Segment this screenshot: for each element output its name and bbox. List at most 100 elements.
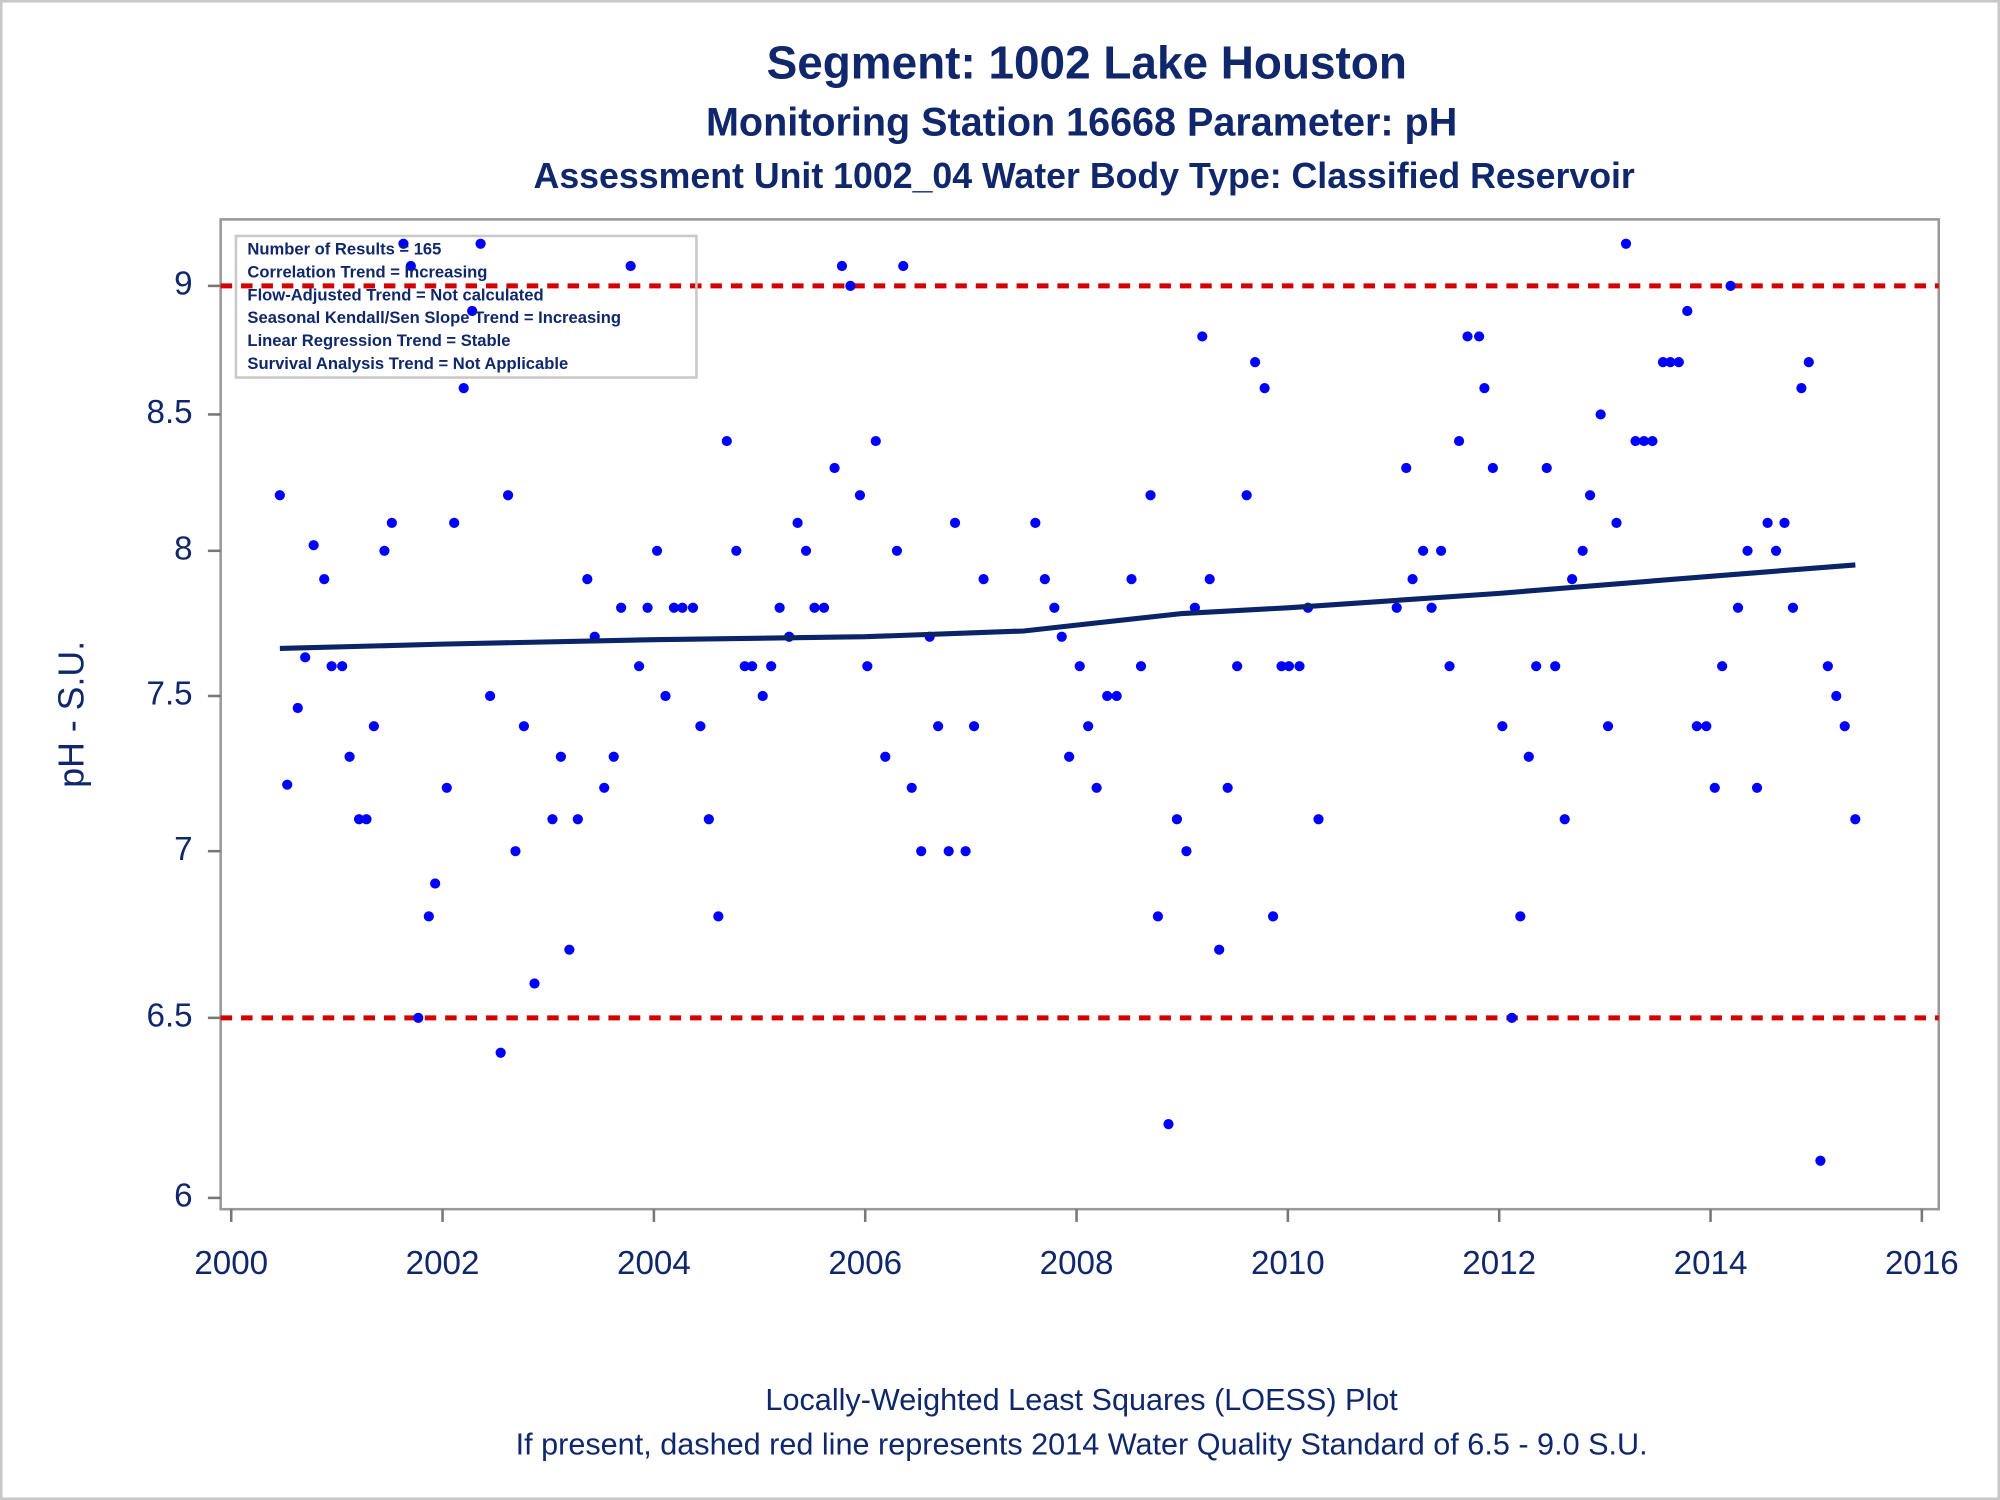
- data-point: [1787, 602, 1799, 613]
- data-point: [1497, 721, 1508, 732]
- data-point: [916, 846, 927, 857]
- data-point: [642, 602, 653, 613]
- data-point: [766, 661, 777, 672]
- data-point: [1056, 631, 1067, 642]
- data-point: [721, 435, 732, 447]
- data-point: [1567, 574, 1578, 585]
- annotation-text: Correlation Trend = Increasing: [247, 262, 487, 281]
- data-point: [792, 517, 803, 528]
- data-point: [1850, 814, 1861, 825]
- data-point: [337, 661, 348, 672]
- data-point: [1313, 814, 1324, 825]
- data-point: [1796, 383, 1807, 394]
- data-point: [1725, 280, 1736, 291]
- data-point: [1294, 661, 1305, 672]
- annotation-text: Flow-Adjusted Trend = Not calculated: [247, 285, 543, 304]
- data-point: [1145, 490, 1156, 501]
- data-point: [430, 878, 441, 889]
- data-point: [1831, 690, 1842, 702]
- footnote: Locally-Weighted Least Squares (LOESS) P…: [765, 1383, 1398, 1417]
- x-tick-label: 2010: [1251, 1245, 1325, 1282]
- data-point: [405, 260, 416, 272]
- data-point: [1611, 517, 1622, 528]
- data-point: [368, 721, 379, 732]
- data-point: [1620, 238, 1632, 249]
- data-point: [1426, 602, 1437, 613]
- x-tick-label: 2006: [828, 1245, 902, 1282]
- y-tick-label: 8.5: [147, 394, 193, 431]
- data-point: [1584, 490, 1596, 501]
- data-point: [906, 782, 917, 793]
- data-point: [713, 911, 724, 922]
- data-point: [625, 260, 636, 272]
- data-point: [862, 661, 873, 672]
- data-point: [949, 517, 961, 528]
- data-point: [687, 602, 699, 613]
- data-point: [845, 280, 856, 291]
- data-point: [1163, 1119, 1174, 1130]
- data-point: [1444, 661, 1455, 672]
- data-point: [423, 911, 434, 922]
- data-point: [809, 602, 820, 613]
- data-point: [1204, 574, 1215, 585]
- data-point: [1259, 383, 1270, 394]
- y-tick-label: 7: [174, 831, 192, 868]
- data-point: [1657, 357, 1669, 368]
- data-point: [1232, 661, 1243, 672]
- data-point: [870, 435, 881, 447]
- y-axis-label: pH - S.U.: [51, 641, 91, 788]
- data-point: [1214, 944, 1225, 955]
- data-point: [978, 574, 989, 585]
- data-point: [1276, 661, 1287, 672]
- data-point: [274, 490, 285, 501]
- data-point: [1550, 661, 1561, 672]
- data-point: [292, 702, 303, 714]
- data-point: [608, 751, 619, 762]
- data-point: [1770, 545, 1782, 556]
- data-point: [703, 814, 714, 825]
- data-point: [943, 846, 954, 857]
- data-point: [502, 490, 514, 501]
- data-point: [1665, 357, 1676, 368]
- chart-title: Segment: 1002 Lake Houston: [767, 36, 1407, 88]
- data-point: [836, 260, 848, 272]
- data-point: [1523, 751, 1534, 762]
- data-point: [1762, 517, 1773, 528]
- data-point: [458, 383, 469, 394]
- y-tick-label: 6.5: [147, 998, 193, 1035]
- data-point: [344, 751, 355, 762]
- data-point: [1595, 409, 1606, 420]
- footnote: If present, dashed red line represents 2…: [516, 1428, 1648, 1462]
- annotation-box: [234, 234, 698, 379]
- x-tick-label: 2008: [1040, 1245, 1114, 1282]
- data-point: [1401, 462, 1412, 474]
- data-point: [1577, 545, 1588, 556]
- y-tick-label: 6: [174, 1178, 192, 1215]
- data-point: [933, 721, 944, 732]
- data-point: [1559, 814, 1570, 825]
- data-point: [800, 545, 812, 556]
- annotation-text: Survival Analysis Trend = Not Applicable: [247, 354, 568, 373]
- data-point: [1462, 331, 1473, 342]
- data-point: [485, 690, 496, 702]
- data-point: [1602, 721, 1614, 732]
- y-tick-label: 8: [174, 531, 192, 568]
- data-point: [1751, 782, 1763, 793]
- data-point: [1181, 846, 1192, 857]
- data-point: [1506, 1012, 1517, 1023]
- data-point: [1102, 690, 1113, 702]
- data-point: [968, 721, 980, 732]
- x-tick-label: 2012: [1462, 1245, 1536, 1282]
- data-point: [1111, 690, 1122, 702]
- data-point: [1267, 911, 1279, 922]
- data-point: [1064, 751, 1075, 762]
- data-point: [386, 517, 397, 528]
- data-point: [668, 602, 680, 613]
- data-point: [1779, 517, 1790, 528]
- data-point: [308, 540, 319, 551]
- data-point: [1049, 602, 1060, 613]
- data-point: [449, 517, 460, 528]
- data-point: [555, 751, 567, 762]
